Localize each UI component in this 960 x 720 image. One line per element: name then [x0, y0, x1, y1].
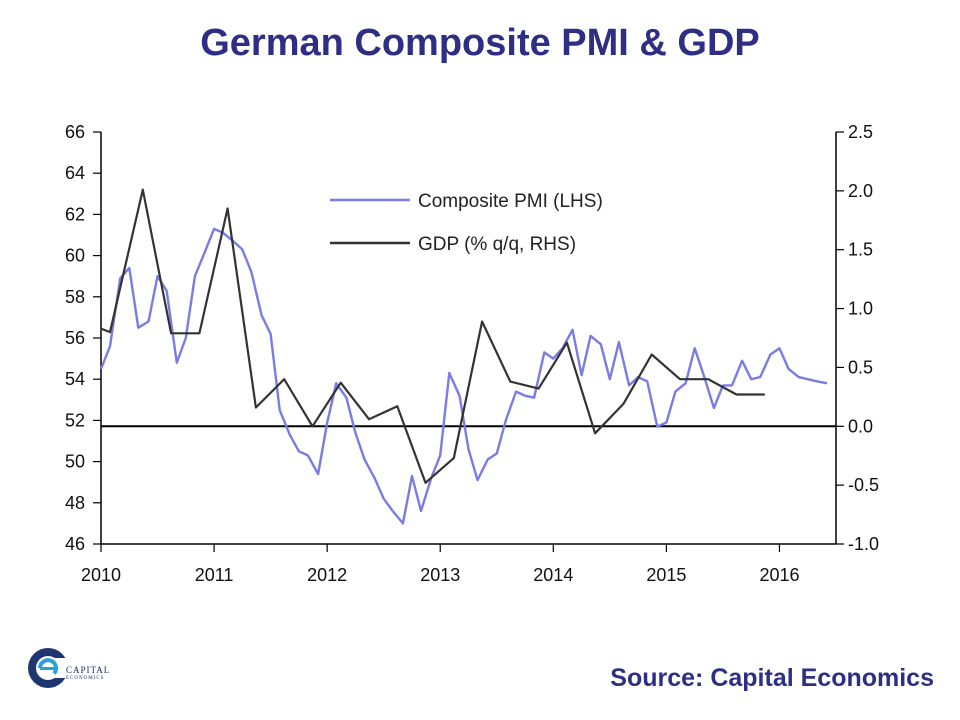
legend-label: GDP (% q/q, RHS) — [418, 234, 576, 255]
right-axis-tick-label: 2.0 — [848, 181, 873, 201]
x-axis-tick-label: 2011 — [195, 565, 234, 585]
left-axis-tick-label: 52 — [65, 410, 85, 430]
left-axis-tick-label: 54 — [65, 369, 85, 389]
capital-economics-logo-icon — [28, 648, 70, 688]
x-axis-tick-label: 2010 — [81, 565, 121, 585]
left-axis-tick-label: 56 — [65, 328, 85, 348]
left-axis-tick-label: 64 — [65, 163, 85, 183]
series-line-pmi — [99, 227, 828, 525]
right-axis-tick-label: -0.5 — [848, 475, 879, 495]
left-axis-tick-label: 66 — [65, 122, 85, 142]
right-axis-tick-label: 2.5 — [848, 122, 873, 142]
series-line-gdp — [100, 188, 765, 484]
left-axis-tick-label: 62 — [65, 204, 85, 224]
legend-label: Composite PMI (LHS) — [418, 191, 603, 212]
x-axis-tick-label: 2014 — [533, 565, 573, 585]
x-axis-tick-label: 2015 — [646, 565, 686, 585]
left-axis-tick-label: 58 — [65, 287, 85, 307]
right-axis-tick-label: 1.0 — [848, 299, 873, 319]
logo-text: CAPITAL — [66, 665, 111, 675]
chart-title: German Composite PMI & GDP — [200, 22, 760, 64]
right-axis-tick-label: 0.0 — [848, 416, 873, 436]
x-axis-tick-label: 2016 — [759, 565, 799, 585]
x-axis-tick-label: 2013 — [420, 565, 460, 585]
left-axis-tick-label: 46 — [65, 534, 85, 554]
x-axis-tick-label: 2012 — [307, 565, 347, 585]
right-axis-tick-label: 1.5 — [848, 240, 873, 260]
left-axis-tick-label: 60 — [65, 246, 85, 266]
left-axis-tick-label: 50 — [65, 452, 85, 472]
left-axis-tick-label: 48 — [65, 493, 85, 513]
source-text: Source: Capital Economics — [610, 664, 934, 692]
right-axis-tick-label: -1.0 — [848, 534, 879, 554]
logo-subtext: ECONOMICS — [66, 676, 105, 681]
right-axis-tick-label: 0.5 — [848, 357, 873, 377]
